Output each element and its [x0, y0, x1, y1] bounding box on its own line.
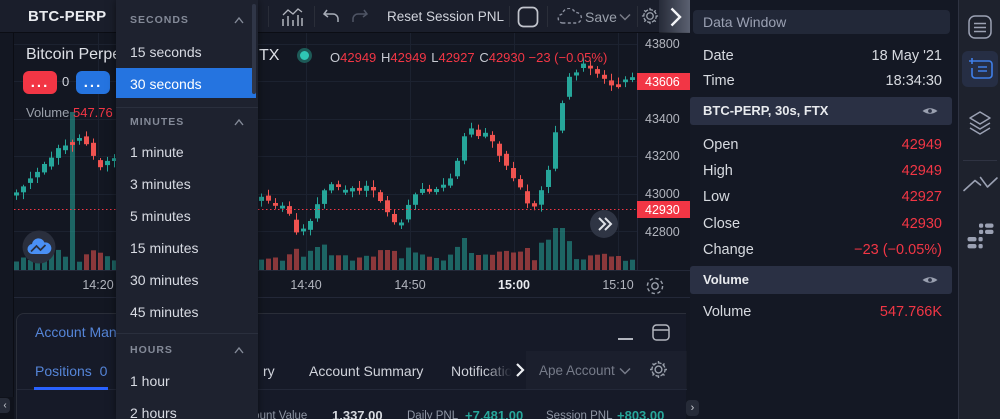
svg-text:42800: 42800 [645, 225, 680, 239]
svg-text:43606: 43606 [645, 75, 680, 89]
svg-text:43000: 43000 [645, 187, 680, 201]
svg-text:14:50: 14:50 [394, 278, 425, 292]
svg-text:43800: 43800 [645, 37, 680, 51]
svg-text:43400: 43400 [645, 112, 680, 126]
svg-text:15:10: 15:10 [602, 278, 633, 292]
svg-text:43200: 43200 [645, 149, 680, 163]
svg-text:15:00: 15:00 [498, 278, 530, 292]
svg-text:14:20: 14:20 [82, 278, 113, 292]
svg-text:42930: 42930 [645, 203, 680, 217]
svg-text:14:40: 14:40 [290, 278, 321, 292]
